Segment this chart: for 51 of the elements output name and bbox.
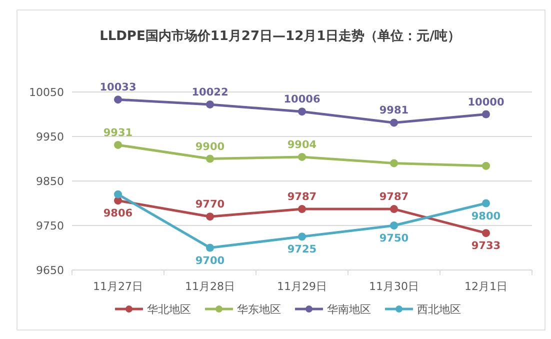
point (482, 110, 490, 118)
data-label: 9787 (287, 191, 317, 204)
y-tick-label: 9750 (36, 220, 64, 232)
x-tick-label: 11月29日 (277, 280, 327, 293)
y-tick-label: 9850 (36, 175, 64, 188)
point (390, 118, 398, 127)
point (114, 140, 122, 149)
x-tick-label: 11月30日 (369, 280, 419, 293)
point (298, 108, 306, 116)
data-label: 9787 (379, 191, 409, 204)
point (114, 190, 122, 198)
data-label: 10000 (468, 96, 504, 108)
legend-label: 华北地区 (147, 303, 191, 316)
point (482, 162, 490, 170)
data-label: 9733 (471, 240, 501, 252)
data-label: 9900 (195, 140, 225, 153)
data-label: 9806 (103, 208, 133, 220)
data-label: 9700 (195, 254, 225, 267)
legend-label: 华南地区 (327, 303, 371, 316)
point (390, 159, 398, 168)
point (298, 152, 306, 161)
data-label: 9770 (195, 198, 225, 211)
point (206, 212, 214, 221)
data-label: 9981 (379, 104, 409, 117)
point (206, 244, 214, 252)
data-label: 9800 (471, 210, 501, 222)
point (482, 199, 490, 208)
data-label: 10006 (284, 94, 320, 106)
chart-title: LLDPE国内市场价11月27日—12月1日走势（单位：元/吨） (100, 28, 460, 44)
legend-label: 西北地区 (417, 303, 461, 316)
point (206, 154, 214, 163)
point (298, 205, 306, 214)
x-tick-label: 11月28日 (185, 280, 235, 293)
y-tick-label: 10050 (29, 86, 64, 99)
data-label: 9750 (379, 232, 409, 244)
point (206, 100, 214, 108)
data-label: 9725 (287, 244, 317, 256)
point (114, 96, 122, 104)
data-label: 10022 (192, 86, 228, 98)
x-tick-label: 11月27日 (93, 280, 143, 293)
y-tick-label: 9650 (36, 264, 64, 277)
point (390, 205, 398, 214)
data-label: 10033 (100, 82, 136, 94)
data-label: 9904 (287, 138, 317, 151)
y-tick-label: 9950 (36, 130, 64, 144)
legend-label: 华东地区 (237, 303, 281, 316)
x-tick-label: 12月1日 (464, 280, 508, 293)
point (482, 229, 490, 238)
point (390, 222, 398, 230)
point (298, 232, 306, 241)
data-label: 9931 (103, 126, 133, 139)
